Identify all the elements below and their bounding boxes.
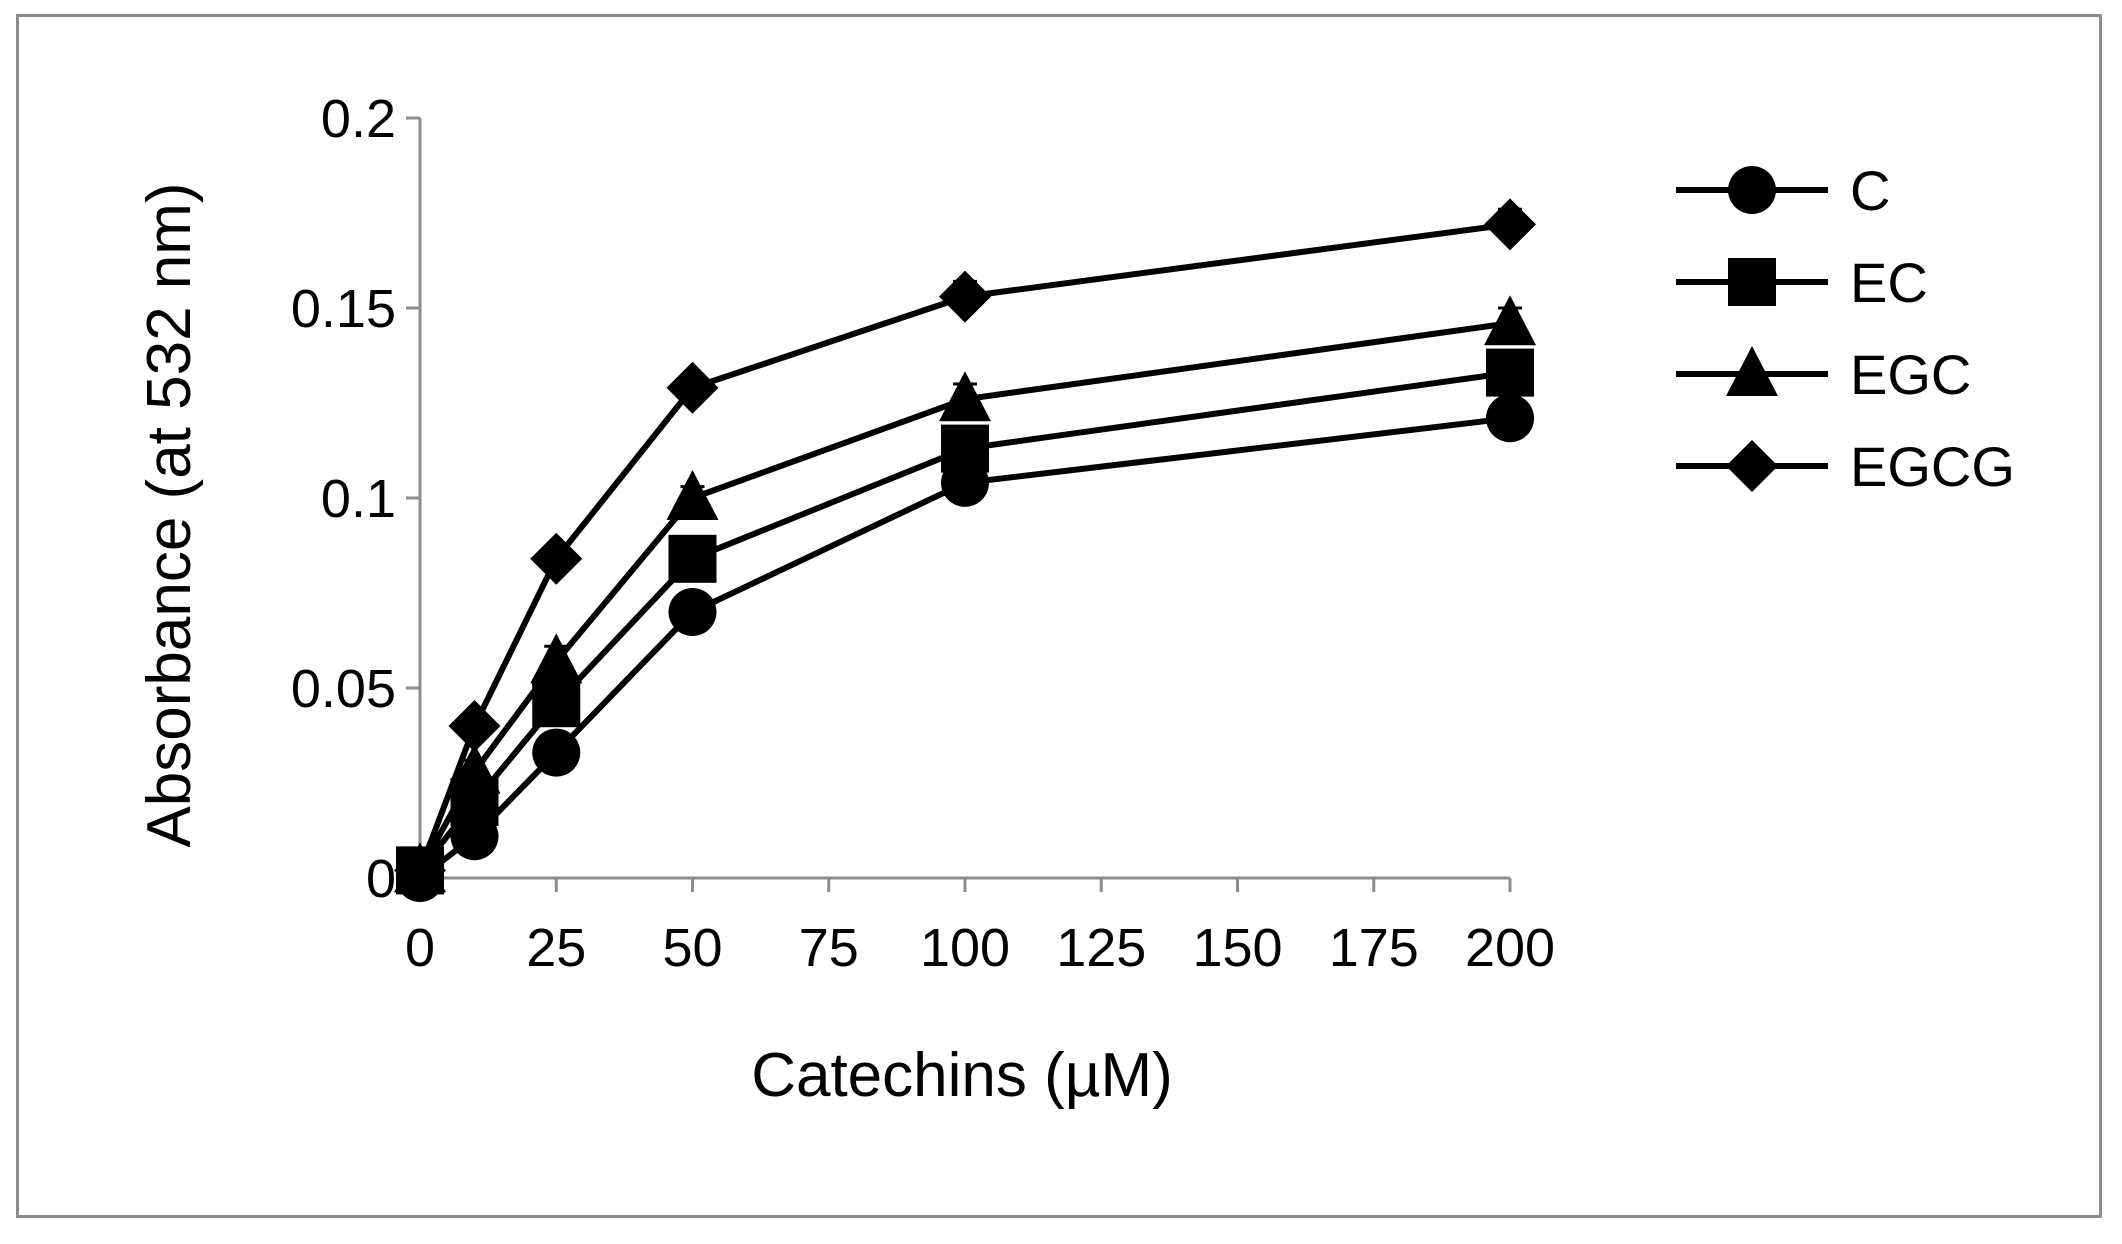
data-point-egc [939, 371, 991, 422]
y-axis-title: Absorbance (at 532 nm) [135, 182, 204, 847]
x-tick-label: 175 [1329, 918, 1419, 978]
series-layer [394, 198, 1536, 902]
data-point-egcg [448, 700, 501, 752]
data-point-ec [941, 424, 989, 473]
x-tick-label: 25 [526, 918, 586, 978]
series-egcg [394, 198, 1536, 897]
data-point-egc [1484, 295, 1536, 346]
data-point-c [532, 728, 581, 777]
data-point-egc [666, 470, 719, 520]
data-point-egcg [666, 361, 719, 414]
x-tick-label: 150 [1192, 918, 1282, 978]
x-tick-label: 200 [1465, 918, 1555, 978]
x-tick-label: 100 [920, 918, 1010, 978]
chart-frame [16, 14, 2102, 1218]
legend-marker-egcg [1726, 440, 1778, 492]
legend-item-c: C [1676, 159, 1890, 222]
data-point-egcg [394, 844, 446, 897]
series-ec [396, 348, 1534, 895]
series-egc [394, 295, 1536, 893]
data-point-egcg [939, 270, 991, 323]
legend-label: EGC [1850, 343, 1971, 406]
x-tick-label: 50 [662, 918, 722, 978]
legend-item-egcg: EGCG [1676, 435, 2015, 498]
y-tick-label: 0.2 [321, 89, 396, 149]
y-tick-label: 0.05 [291, 659, 396, 719]
legend-label: C [1850, 159, 1890, 222]
x-axis-title: Catechins (µM) [751, 1041, 1173, 1110]
data-point-egc [448, 743, 501, 794]
y-tick-label: 0.1 [321, 469, 396, 529]
axes: 0 0.05 0.1 0.15 0.2 0 25 50 75 100 125 150 175 200 [291, 89, 1555, 978]
data-point-egcg [1484, 198, 1536, 251]
legend: C EC EGC EGCG [1676, 159, 2015, 498]
x-tick-label: 75 [799, 918, 859, 978]
data-point-c [1486, 394, 1534, 443]
legend-label: EC [1850, 251, 1928, 314]
legend-label: EGCG [1850, 435, 2015, 498]
legend-item-ec: EC [1676, 251, 1928, 314]
data-point-egcg [530, 532, 583, 585]
data-point-egc [530, 633, 583, 684]
data-point-ec [668, 534, 717, 583]
legend-marker-ec [1728, 258, 1776, 306]
data-point-ec [1486, 348, 1534, 397]
legend-marker-c [1728, 166, 1776, 214]
y-tick-label: 0 [366, 849, 396, 909]
x-tick-label: 0 [405, 918, 435, 978]
legend-marker-egc [1726, 346, 1778, 396]
series-line-egcg [417, 221, 1511, 872]
x-tick-label: 125 [1056, 918, 1146, 978]
legend-item-egc: EGC [1676, 343, 1971, 406]
data-point-c [668, 588, 717, 636]
y-tick-label: 0.15 [291, 279, 396, 339]
